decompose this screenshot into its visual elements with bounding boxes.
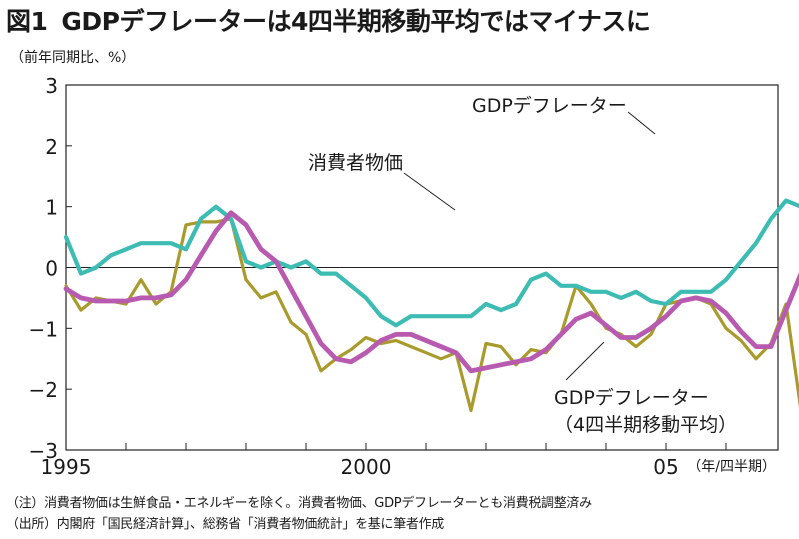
y-tick-label: 1 (45, 196, 58, 220)
series-line-0 (64, 217, 799, 413)
y-tick-label: 2 (45, 135, 58, 159)
annotation-leader-line (403, 172, 456, 211)
chart-title: 図1 GDPデフレーターは4四半期移動平均ではマイナスに (6, 2, 651, 38)
chart-note: （注）消費者物価は生鮮食品・エネルギーを除く。消費者物価、GDPデフレーターとも… (6, 496, 592, 511)
series-annotation: 消費者物価 (308, 152, 403, 174)
x-axis-label: （年/四半期） (687, 459, 776, 475)
series-line-2 (63, 210, 799, 374)
y-tick-label: −3 (29, 439, 58, 463)
series-annotation: GDPデフレーター (472, 95, 627, 117)
y-axis-unit-label: （前年同期比、%） (10, 50, 136, 66)
annotation-leader-line (565, 341, 605, 381)
title-text: GDPデフレーターは4四半期移動平均ではマイナスに (61, 7, 651, 36)
x-tick-label: 05 (653, 455, 678, 479)
x-tick-label: 1995 (41, 455, 92, 479)
x-tick-label: 2000 (341, 455, 392, 479)
y-tick-label: −2 (29, 378, 58, 402)
series-annotation: GDPデフレーター (554, 387, 709, 409)
figure-number: 図1 (6, 7, 48, 36)
annotation-leader-line (627, 111, 656, 135)
series-line-1 (63, 198, 799, 328)
y-tick-label: 0 (45, 257, 58, 281)
y-tick-label: −1 (29, 317, 58, 341)
series-annotation: （4四半期移動平均） (554, 414, 737, 436)
y-tick-label: 3 (45, 74, 58, 98)
chart-source: （出所）内閣府「国民経済計算」、総務省「消費者物価統計」を基に筆者作成 (6, 517, 445, 532)
